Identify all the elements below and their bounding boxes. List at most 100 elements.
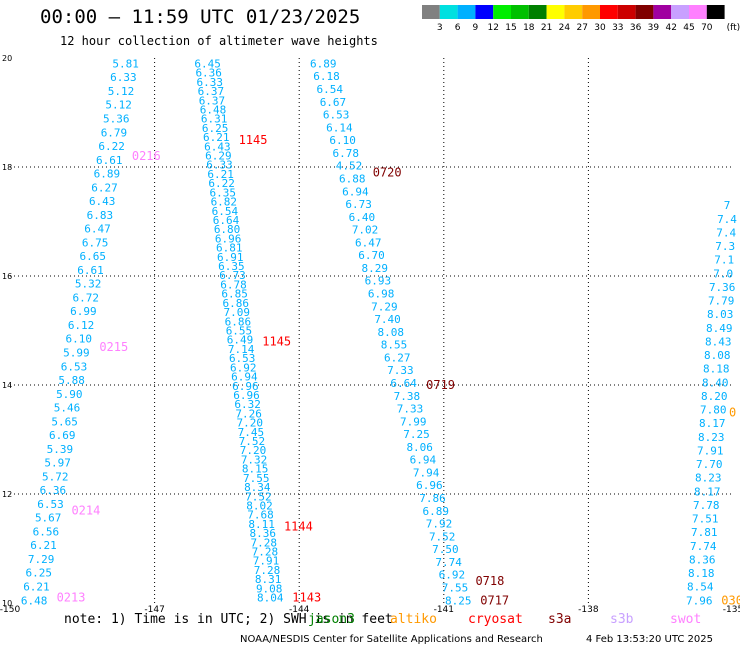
wave-height-value: 6.53	[323, 109, 350, 122]
chart-subtitle: 12 hour collection of altimeter wave hei…	[60, 34, 378, 48]
wave-height-value: 6.78	[333, 147, 360, 160]
wave-height-value: 6.61	[96, 154, 123, 167]
legend-label: 24	[559, 23, 571, 33]
wave-height-value: 7.4	[717, 213, 737, 226]
wave-height-value: 6.89	[310, 57, 337, 70]
wave-height-value: 6.65	[80, 250, 107, 263]
wave-height-value: 6.48	[21, 594, 48, 607]
wave-height-value: 7.29	[371, 300, 398, 313]
wave-height-value: 6.33	[206, 159, 233, 172]
legend-label: 42	[665, 23, 676, 33]
wave-height-value: 7.32	[241, 453, 268, 466]
wave-height-value: 6.93	[365, 275, 392, 288]
wave-height-value: 7.52	[245, 490, 272, 503]
legend-label: 18	[523, 23, 535, 33]
track-cryosat: 8.049.088.317.287.917.287.288.368.117.68…	[194, 57, 321, 604]
satellite-legend-cryosat: cryosat	[468, 612, 523, 627]
wave-height-value: 7.28	[251, 536, 278, 549]
wave-height-value: 6.64	[213, 214, 240, 227]
satellite-legend-altiko: altiko	[390, 612, 437, 627]
wave-height-value: 6.21	[23, 581, 50, 594]
wave-height-value: 6.64	[390, 377, 417, 390]
legend-label: 6	[455, 23, 461, 33]
wave-height-value: 8.08	[704, 349, 731, 362]
wave-height-value: 6.25	[26, 567, 53, 580]
wave-height-value: 6.94	[342, 185, 369, 198]
wave-height-value: 6.69	[49, 429, 76, 442]
wave-height-value: 8.55	[381, 339, 408, 352]
legend-swatch	[511, 5, 529, 19]
wave-height-value: 6.73	[345, 198, 372, 211]
wave-height-value: 5.97	[44, 457, 71, 470]
wave-height-value: 8.31	[255, 573, 282, 586]
wave-height-value: 6.75	[82, 236, 109, 249]
wave-height-value: 7.38	[394, 390, 421, 403]
legend-swatch	[493, 5, 511, 19]
wave-height-value: 6.37	[199, 94, 226, 107]
wave-height-value: 6.31	[201, 113, 228, 126]
wave-height-value: 7.94	[413, 466, 440, 479]
wave-height-value: 8.23	[698, 431, 725, 444]
wave-height-value: 7.36	[709, 281, 736, 294]
pass-time-label: 0718	[475, 574, 504, 588]
y-tick-label: 12	[2, 490, 12, 499]
legend-swatch	[457, 5, 476, 19]
wave-height-value: 7.55	[442, 581, 469, 594]
wave-height-value: 6.91	[217, 251, 244, 264]
wave-height-value: 8.03	[707, 308, 734, 321]
legend-swatch	[582, 5, 600, 19]
wave-height-value: 6.96	[416, 479, 443, 492]
wave-height-value: 7.20	[240, 444, 267, 457]
wave-height-value: 6.54	[212, 205, 239, 218]
wave-height-value: 8.34	[244, 481, 271, 494]
x-tick-label: -150	[0, 605, 20, 615]
pass-time-label: 0	[729, 405, 736, 419]
wave-height-value: 6.53	[61, 360, 88, 373]
wave-height-value: 7.50	[432, 543, 459, 556]
wave-height-value: 8.02	[246, 499, 273, 512]
x-tick-label: -138	[578, 605, 599, 615]
wave-height-value: 8.23	[695, 472, 722, 485]
wave-height-value: 6.33	[197, 76, 224, 89]
x-tick-label: -141	[434, 605, 454, 615]
wave-height-value: 7.40	[374, 313, 401, 326]
wave-height-value: 7.74	[690, 540, 717, 553]
wave-height-value: 6.72	[73, 291, 100, 304]
satellite-legend-jason3: jason3	[308, 612, 355, 627]
legend-label: 39	[648, 23, 660, 33]
wave-height-value: 6.94	[231, 371, 258, 384]
legend-label: 21	[541, 23, 552, 33]
legend-label: 27	[576, 23, 587, 33]
wave-height-value: 8.11	[248, 518, 275, 531]
wave-height-value: 7.09	[224, 306, 251, 319]
x-tick-label: -135	[723, 605, 740, 615]
wave-height-value: 6.92	[439, 569, 466, 582]
wave-height-value: 9.08	[256, 582, 283, 595]
wave-height-value: 7.4	[716, 226, 736, 239]
wave-height-value: 6.43	[204, 140, 231, 153]
wave-height-value: 6.89	[423, 505, 450, 518]
wave-height-value: 6.27	[91, 181, 118, 194]
wave-height-value: 7.20	[237, 417, 264, 430]
wave-height-value: 6.80	[214, 223, 241, 236]
wave-height-value: 8.17	[699, 417, 726, 430]
pass-time-label: 1145	[262, 334, 291, 348]
wave-height-value: 6.79	[101, 126, 128, 139]
wave-height-value: 6.21	[30, 539, 57, 552]
wave-height-value: 7.26	[235, 407, 262, 420]
wave-height-value: 7	[724, 199, 731, 212]
wave-height-value: 6.35	[209, 186, 236, 199]
wave-height-value: 6.56	[33, 525, 60, 538]
wave-height-value: 5.88	[58, 374, 85, 387]
wave-height-value: 5.39	[47, 443, 74, 456]
wave-height-value: 7.68	[247, 509, 274, 522]
wave-height-value: 8.25	[445, 594, 472, 607]
wave-height-value: 6.32	[234, 398, 261, 411]
wave-height-value: 7.14	[228, 343, 255, 356]
legend-label: 12	[487, 23, 498, 33]
wave-height-value: 4.52	[336, 160, 363, 173]
wave-height-value: 6.73	[219, 269, 246, 282]
wave-height-value: 6.36	[40, 484, 67, 497]
legend-swatch	[617, 5, 636, 19]
pass-time-label: 0719	[426, 378, 455, 392]
